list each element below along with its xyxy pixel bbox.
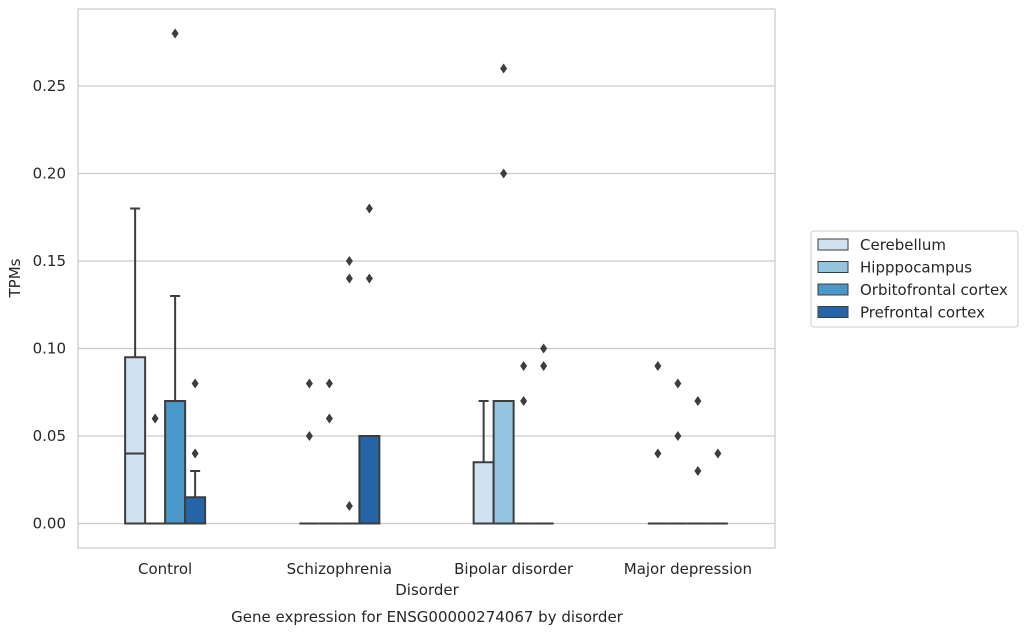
legend-label: Orbitofrontal cortex <box>860 281 1008 299</box>
legend-label: Hipppocampus <box>860 259 972 277</box>
outlier-point <box>305 378 313 389</box>
outlier-point <box>654 448 662 459</box>
outlier-point <box>694 396 702 406</box>
outlier-point <box>171 28 179 39</box>
outlier-point <box>191 378 199 389</box>
y-tick-label: 0.15 <box>33 252 66 270</box>
box <box>358 435 381 525</box>
outlier-point <box>325 378 333 389</box>
box <box>164 400 187 525</box>
box-hipppocampus-1 <box>319 378 340 525</box>
outlier-point <box>500 168 508 179</box>
outlier-point <box>365 203 373 214</box>
box-prefrontal-cortex-1 <box>358 203 381 525</box>
x-axis-label: Disorder <box>395 581 459 599</box>
y-tick-label: 0.20 <box>33 165 66 183</box>
y-axis-label: TPMs <box>6 258 24 298</box>
outlier-point <box>345 501 353 511</box>
box <box>492 400 515 525</box>
box-prefrontal-cortex-0 <box>184 378 207 525</box>
legend-swatch <box>817 261 849 273</box>
outlier-point <box>520 361 528 371</box>
box <box>184 496 207 525</box>
x-tick-label: Schizophrenia <box>287 560 392 578</box>
box-cerebellum-2 <box>472 400 495 525</box>
outlier-point <box>540 343 548 354</box>
box <box>472 461 495 525</box>
outlier-point <box>654 361 662 371</box>
box-hipppocampus-0 <box>145 413 166 525</box>
x-tick-label: Bipolar disorder <box>454 560 574 578</box>
y-tick-label: 0.10 <box>33 340 66 358</box>
x-tick-label: Control <box>138 560 192 578</box>
x-tick-label: Major depression <box>624 560 752 578</box>
outlier-point <box>694 466 702 476</box>
box-cerebellum-3 <box>647 361 668 525</box>
box-hipppocampus-3 <box>667 378 688 525</box>
box-plots <box>124 28 728 525</box>
outlier-point <box>151 413 159 424</box>
box-cerebellum-0 <box>124 207 147 525</box>
box-cerebellum-1 <box>299 378 320 525</box>
outlier-point <box>714 448 722 459</box>
outlier-point <box>191 448 199 459</box>
legend-frame <box>810 230 1019 328</box>
outlier-point <box>345 273 353 284</box>
y-tick-label: 0.00 <box>33 515 66 533</box>
y-tick-label: 0.05 <box>33 427 66 445</box>
legend-label: Cerebellum <box>860 236 946 254</box>
outlier-point <box>325 413 333 424</box>
legend-swatch <box>817 306 849 318</box>
outlier-point <box>674 431 682 441</box>
box-orbitofrontal-cortex-3 <box>687 396 708 525</box>
x-tick-labels: Control Schizophrenia Bipolar disorder Majo… <box>138 560 752 578</box>
box-prefrontal-cortex-3 <box>707 448 728 525</box>
outlier-point <box>500 63 508 74</box>
chart-caption: Gene expression for ENSG00000274067 by d… <box>231 608 624 626</box>
box-orbitofrontal-cortex-0 <box>164 28 187 525</box>
legend-swatch <box>817 238 849 251</box>
box-orbitofrontal-cortex-2 <box>513 361 534 525</box>
box-orbitofrontal-cortex-1 <box>339 256 360 525</box>
legend-swatch <box>817 283 849 296</box>
plot-frame <box>77 8 776 549</box>
outlier-point <box>305 431 313 441</box>
box-prefrontal-cortex-2 <box>533 343 554 525</box>
box <box>124 356 147 525</box>
y-tick-labels: 0.00 0.05 0.10 0.15 0.20 0.25 <box>33 77 66 533</box>
outlier-point <box>345 256 353 266</box>
y-tick-label: 0.25 <box>33 77 66 95</box>
legend: Cerebellum Hipppocampus Orbitofrontal cort… <box>810 230 1019 328</box>
outlier-point <box>674 378 682 389</box>
outlier-point <box>365 273 373 284</box>
legend-label: Prefrontal cortex <box>860 304 985 322</box>
box-hipppocampus-2 <box>492 63 515 525</box>
outlier-point <box>520 396 528 406</box>
outlier-point <box>540 361 548 371</box>
